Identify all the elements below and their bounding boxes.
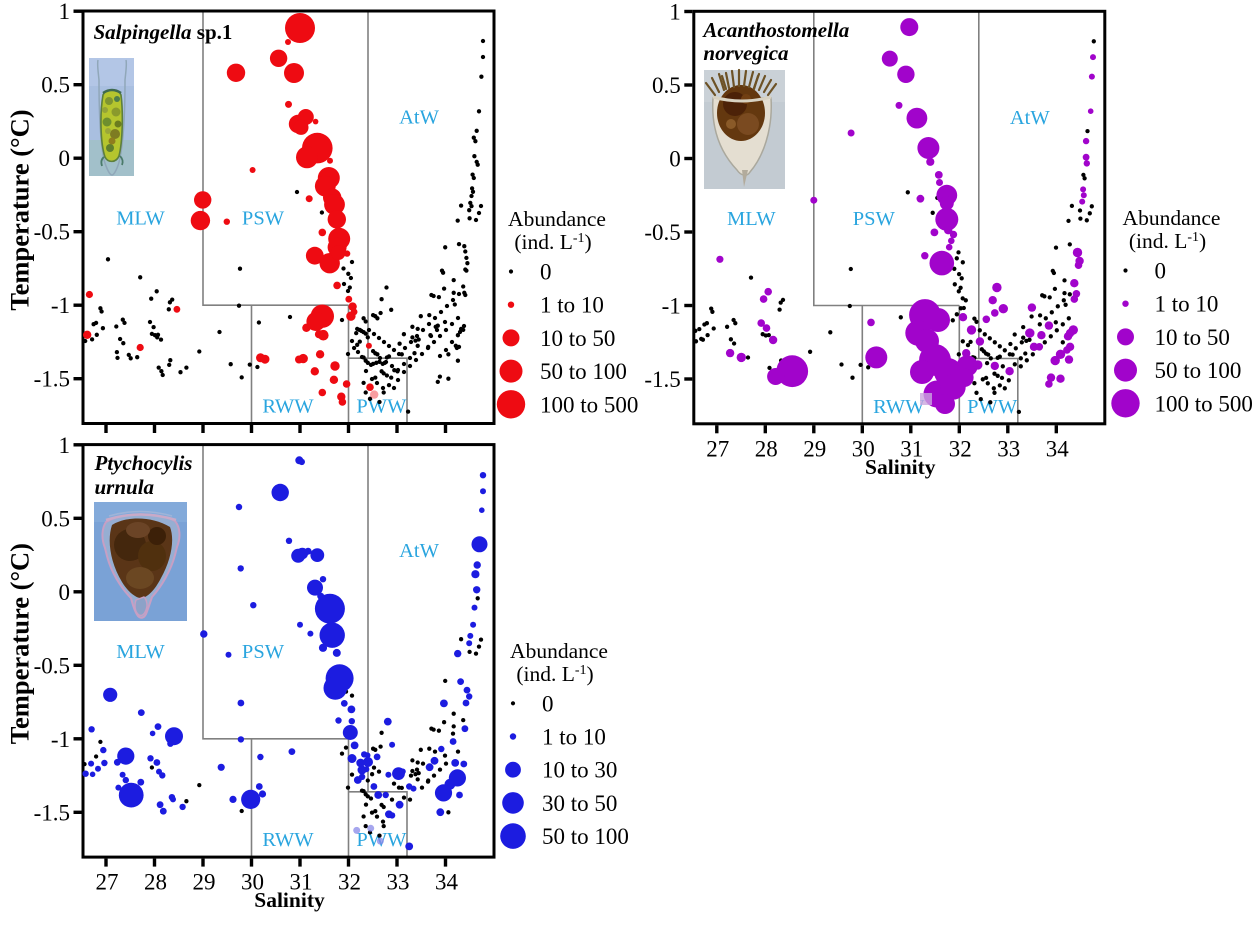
svg-text:50 to 100: 50 to 100 [542,824,629,849]
svg-text:33: 33 [997,436,1020,461]
svg-text:34: 34 [435,870,459,895]
svg-text:Ptychocylis: Ptychocylis [94,451,193,475]
svg-text:29: 29 [803,436,826,461]
svg-text:0: 0 [1155,259,1167,284]
svg-text:29: 29 [193,870,216,895]
svg-text:AtW: AtW [1010,107,1051,129]
svg-text:AtW: AtW [399,540,440,562]
svg-text:PWW: PWW [356,396,407,418]
svg-text:31: 31 [900,436,923,461]
svg-text:Temperature (°C): Temperature (°C) [5,109,35,310]
svg-text:Temperature (°C): Temperature (°C) [5,543,35,744]
svg-text:30: 30 [852,436,875,461]
svg-text:10 to 50: 10 to 50 [1155,325,1230,350]
svg-text:(ind. L-1): (ind. L-1) [1129,229,1206,253]
svg-text:Acanthostomella: Acanthostomella [701,18,849,42]
svg-text:-1.5: -1.5 [644,367,680,392]
svg-text:-0.5: -0.5 [34,653,70,678]
svg-text:0.5: 0.5 [652,73,681,98]
svg-text:Salpingella sp.1: Salpingella sp.1 [94,20,233,44]
svg-text:-1: -1 [51,727,70,752]
svg-text:Salinity: Salinity [254,888,325,912]
svg-text:27: 27 [96,870,119,895]
svg-text:PSW: PSW [242,641,285,663]
svg-text:1 to 10: 1 to 10 [1155,292,1219,317]
svg-text:Salinity: Salinity [865,455,936,479]
svg-text:0: 0 [542,691,554,716]
svg-text:1: 1 [59,433,71,458]
svg-text:28: 28 [144,870,167,895]
svg-text:MLW: MLW [116,208,165,230]
svg-text:32: 32 [338,870,361,895]
svg-text:-1: -1 [662,294,681,319]
svg-text:AtW: AtW [399,107,440,129]
svg-text:-0.5: -0.5 [644,220,680,245]
svg-text:-1: -1 [51,293,70,318]
svg-text:1 to 10: 1 to 10 [542,725,606,750]
svg-text:33: 33 [387,870,410,895]
svg-text:-1.5: -1.5 [34,800,70,825]
svg-text:-1.5: -1.5 [34,367,70,392]
svg-text:28: 28 [755,436,778,461]
svg-text:1 to 10: 1 to 10 [540,293,604,318]
svg-text:32: 32 [949,436,972,461]
svg-text:0: 0 [59,146,71,171]
svg-text:0: 0 [669,147,681,172]
svg-text:30: 30 [241,870,264,895]
svg-text:27: 27 [706,436,729,461]
svg-text:34: 34 [1046,436,1070,461]
svg-text:Abundance: Abundance [1123,206,1221,230]
svg-text:50 to 100: 50 to 100 [1155,358,1242,383]
svg-text:50 to 100: 50 to 100 [540,359,627,384]
svg-text:PSW: PSW [242,208,285,230]
svg-text:30 to 50: 30 to 50 [542,791,617,816]
svg-text:PWW: PWW [967,396,1018,418]
svg-text:RWW: RWW [262,829,314,851]
svg-text:0: 0 [540,260,552,285]
svg-text:norvegica: norvegica [703,41,788,65]
svg-text:RWW: RWW [262,396,314,418]
svg-text:1: 1 [669,0,681,25]
svg-text:PSW: PSW [853,208,896,230]
svg-text:0: 0 [59,580,71,605]
svg-text:1: 1 [59,0,71,24]
svg-text:100 to 500: 100 to 500 [1155,391,1253,416]
svg-text:100 to 500: 100 to 500 [540,392,638,417]
svg-text:-0.5: -0.5 [34,220,70,245]
svg-text:10 to 50: 10 to 50 [540,326,615,351]
svg-text:0.5: 0.5 [41,73,70,98]
svg-text:MLW: MLW [727,208,776,230]
svg-text:0.5: 0.5 [41,506,70,531]
svg-text:Abundance: Abundance [508,207,606,231]
svg-text:urnula: urnula [95,475,155,499]
svg-text:RWW: RWW [873,396,925,418]
svg-text:(ind. L-1): (ind. L-1) [514,230,591,254]
svg-text:10 to 30: 10 to 30 [542,758,617,783]
svg-text:31: 31 [290,870,313,895]
svg-text:Abundance: Abundance [510,639,608,663]
svg-text:MLW: MLW [116,641,165,663]
